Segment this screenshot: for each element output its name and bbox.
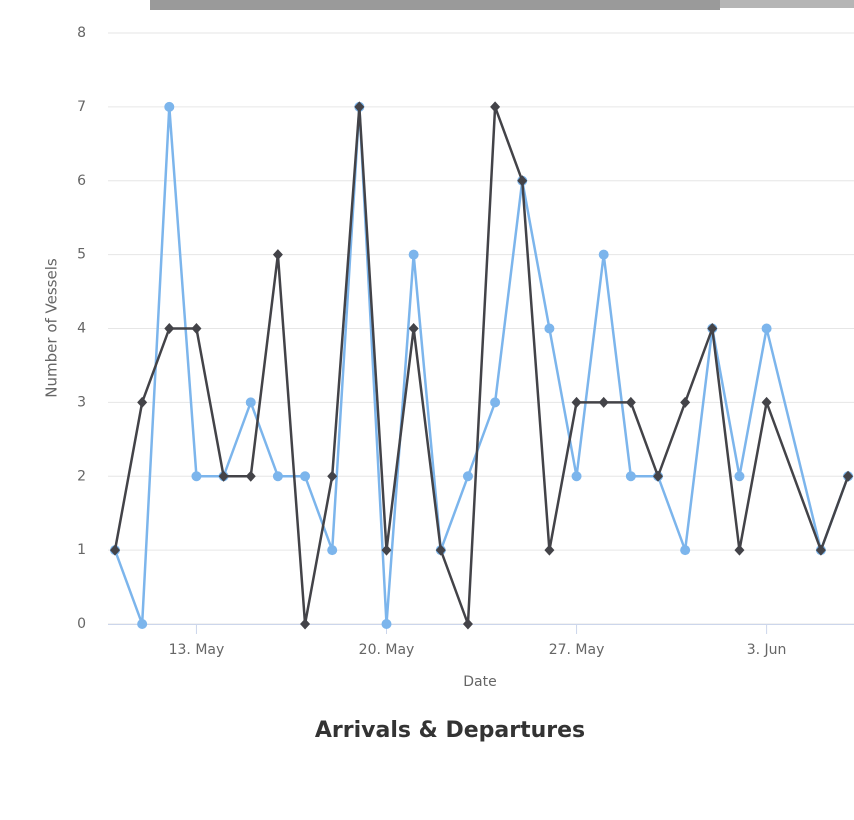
y-tick-label: 3 bbox=[77, 394, 86, 410]
y-tick-label: 7 bbox=[77, 99, 86, 115]
point bbox=[327, 545, 338, 556]
point bbox=[408, 323, 419, 334]
point bbox=[544, 323, 555, 334]
point bbox=[300, 471, 311, 482]
point bbox=[137, 619, 148, 629]
x-tick-label: 3. Jun bbox=[747, 642, 787, 658]
point bbox=[164, 101, 175, 112]
banner-image bbox=[150, 0, 720, 10]
point bbox=[272, 471, 283, 482]
point bbox=[734, 471, 745, 482]
y-tick-label: 0 bbox=[77, 616, 86, 632]
point bbox=[164, 323, 175, 334]
point bbox=[191, 471, 202, 482]
x-tick-label: 20. May bbox=[359, 642, 415, 658]
point bbox=[680, 545, 691, 556]
point bbox=[381, 619, 392, 629]
point bbox=[245, 470, 256, 482]
point bbox=[734, 544, 745, 556]
point bbox=[598, 396, 609, 408]
x-axis-title: Date bbox=[463, 674, 496, 690]
point bbox=[843, 470, 854, 482]
point bbox=[571, 471, 582, 482]
y-tick-label: 1 bbox=[77, 542, 86, 558]
point bbox=[653, 470, 663, 482]
point bbox=[490, 397, 501, 408]
banner-image bbox=[720, 0, 854, 8]
x-tick-label: 13. May bbox=[169, 642, 225, 658]
point bbox=[191, 323, 202, 334]
y-tick-label: 8 bbox=[77, 25, 86, 41]
x-tick-label: 27. May bbox=[549, 642, 605, 658]
point bbox=[761, 323, 772, 334]
y-axis-title: Number of Vessels bbox=[43, 258, 61, 398]
point bbox=[680, 396, 691, 408]
point bbox=[761, 396, 772, 408]
point bbox=[462, 618, 473, 630]
point bbox=[381, 544, 392, 556]
point bbox=[462, 471, 473, 482]
point bbox=[598, 249, 609, 260]
point bbox=[110, 544, 120, 556]
y-tick-label: 5 bbox=[77, 247, 86, 263]
point bbox=[408, 249, 419, 260]
point bbox=[327, 470, 338, 482]
point bbox=[571, 396, 582, 408]
y-tick-label: 4 bbox=[77, 321, 86, 337]
point bbox=[625, 396, 636, 408]
point bbox=[625, 471, 636, 482]
y-tick-label: 6 bbox=[77, 173, 86, 189]
point bbox=[544, 544, 555, 556]
y-tick-label: 2 bbox=[77, 468, 86, 484]
point bbox=[272, 249, 283, 261]
point bbox=[517, 175, 528, 187]
point bbox=[490, 101, 501, 113]
point bbox=[245, 397, 256, 408]
point bbox=[354, 101, 365, 113]
point bbox=[300, 618, 311, 630]
point bbox=[218, 470, 229, 482]
point bbox=[707, 323, 718, 334]
point bbox=[137, 396, 148, 408]
point bbox=[435, 544, 446, 556]
chart-title: Arrivals & Departures bbox=[315, 718, 585, 743]
point bbox=[815, 544, 826, 556]
